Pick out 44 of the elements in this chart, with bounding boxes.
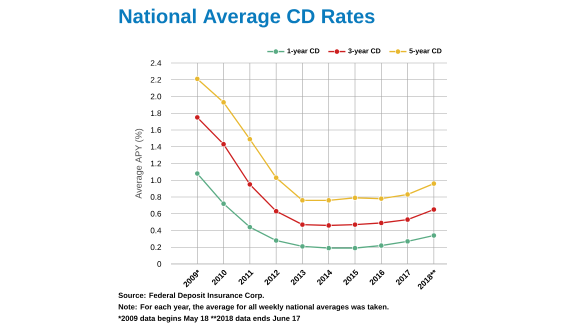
- point: [326, 245, 332, 251]
- point: [326, 197, 332, 204]
- y-tick-label: 2.0: [150, 94, 162, 100]
- point: [404, 192, 410, 198]
- y-tick-label: 0: [157, 261, 162, 267]
- y-tick-label: 0.8: [150, 194, 162, 200]
- point: [300, 197, 306, 204]
- point: [378, 242, 384, 248]
- point: [220, 141, 226, 148]
- point: [404, 216, 410, 222]
- y-tick-label: 0.6: [150, 210, 162, 217]
- y-tick-label: 1.0: [150, 177, 162, 184]
- chart-title: National Average CD Rates: [120, 8, 374, 28]
- point: [220, 200, 226, 207]
- point: [378, 196, 384, 202]
- point: [430, 206, 437, 212]
- y-axis-title: Average APY (%): [135, 128, 144, 199]
- point: [404, 238, 410, 244]
- point: [352, 194, 358, 201]
- point: [220, 99, 226, 106]
- y-tick-label: 2.2: [150, 76, 162, 83]
- point: [246, 224, 253, 230]
- y-tick-label: 1.8: [150, 110, 162, 116]
- point: [194, 114, 200, 120]
- y-tick-label: 1.6: [150, 127, 162, 133]
- point: [273, 174, 280, 181]
- point: [300, 222, 306, 228]
- point: [430, 180, 437, 186]
- y-tick-label: 2.4: [150, 60, 162, 66]
- point: [352, 222, 358, 228]
- point: [194, 76, 200, 82]
- point: [326, 222, 332, 228]
- point: [378, 220, 384, 226]
- point: [273, 238, 280, 244]
- point: [273, 208, 280, 214]
- y-tick-label: 0.2: [150, 244, 162, 250]
- point: [352, 245, 358, 251]
- y-tick-label: 1.4: [150, 144, 162, 150]
- y-tick-label: 1.2: [150, 160, 162, 166]
- point: [300, 244, 306, 250]
- point: [246, 182, 253, 188]
- y-tick-label: 0.4: [150, 228, 162, 234]
- point: [430, 232, 437, 238]
- point: [246, 136, 253, 142]
